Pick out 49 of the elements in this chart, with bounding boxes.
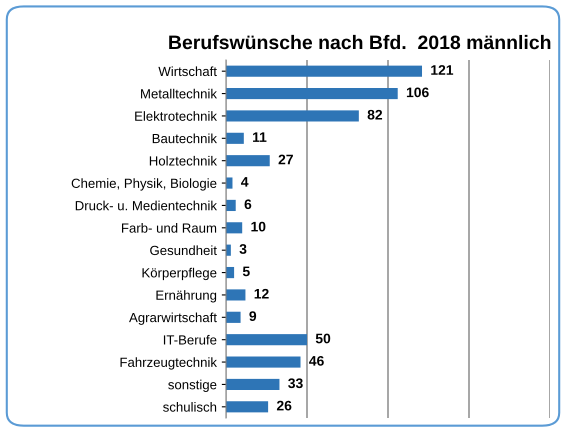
y-tick-label: Holztechnik — [150, 156, 217, 166]
y-tick-label: Elektrotechnik — [135, 111, 217, 121]
y-tick-label: IT-Berufe — [164, 334, 216, 345]
data-label: 26 — [276, 400, 292, 411]
data-label: 27 — [278, 154, 293, 164]
y-tick-label: Chemie, Physik, Biologie — [72, 178, 216, 191]
data-label: 46 — [309, 356, 324, 366]
y-tick-label: Druck- u. Medientechnik — [76, 200, 217, 210]
bar — [226, 266, 234, 278]
data-label: 12 — [254, 288, 269, 299]
bar — [226, 334, 307, 346]
data-label: 4 — [241, 177, 248, 187]
bar — [226, 289, 246, 301]
data-label: 50 — [316, 334, 330, 344]
bar — [226, 356, 301, 368]
chart-title: Berufswünsche nach Bfd. 2018 männlich — [169, 34, 550, 50]
y-tick-label: Bautechnik — [152, 134, 217, 144]
bar — [226, 88, 398, 100]
y-tick-label: Agrarwirtschaft — [129, 312, 217, 325]
y-tick-label: sonstige — [168, 380, 216, 392]
y-tick-label: Wirtschaft — [158, 66, 217, 76]
bar — [226, 200, 236, 212]
data-label: 11 — [253, 132, 266, 142]
data-label: 121 — [431, 65, 454, 75]
data-label: 5 — [242, 266, 250, 276]
data-label: 10 — [251, 222, 266, 232]
bar — [226, 244, 231, 256]
data-label: 3 — [240, 244, 246, 254]
data-label: 106 — [406, 87, 429, 98]
bar — [226, 155, 270, 166]
bar — [226, 312, 241, 323]
bar — [226, 177, 232, 189]
bar — [226, 378, 280, 390]
bar — [226, 222, 242, 234]
y-tick-label: Metalltechnik — [141, 88, 217, 98]
bar — [226, 110, 359, 122]
y-tick-label: Farb- und Raum — [122, 223, 216, 233]
y-tick-label: Fahrzeugtechnik — [120, 357, 217, 370]
bar — [226, 401, 268, 412]
data-label: 33 — [288, 378, 303, 388]
data-label: 82 — [368, 110, 382, 120]
y-tick-label: Gesundheit — [150, 245, 217, 256]
data-label: 6 — [244, 199, 252, 210]
y-tick-label: Ernährung — [156, 290, 216, 302]
y-tick-label: Körperpflege — [142, 268, 216, 280]
bar — [226, 66, 422, 77]
bar — [226, 132, 244, 144]
data-label: 9 — [249, 311, 256, 322]
y-tick-label: schulisch — [163, 402, 216, 412]
